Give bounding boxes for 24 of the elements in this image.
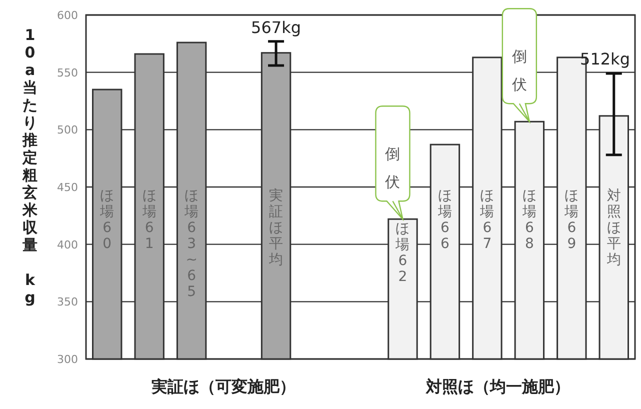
x-tick-label: ほ場67: [479, 188, 494, 252]
y-tick-label: 550: [57, 66, 78, 80]
y-tick-label: 500: [57, 124, 78, 137]
text: 10a当たり推定粗玄米収量 kg: [22, 26, 38, 306]
text: 実証ほ（可変施肥）: [150, 377, 296, 396]
x-tick-label: ほ場69: [564, 188, 579, 252]
y-tick-label: 600: [57, 9, 78, 22]
data-label: 567kg: [251, 18, 302, 37]
x-tick-label: ほ場60: [99, 188, 114, 252]
y-tick-label: 350: [57, 296, 78, 309]
x-tick-label: ほ場68: [521, 188, 536, 252]
x-tick-label: ほ場66: [436, 188, 452, 252]
annotation: 倒伏: [385, 145, 400, 192]
x-tick-label: ほ場62: [394, 221, 410, 286]
x-tick-label: ほ場61: [141, 188, 156, 252]
y-tick-label: 450: [57, 181, 78, 194]
data-label: 512kg: [580, 49, 630, 68]
y-tick-label: 300: [57, 353, 78, 366]
y-tick-label: 400: [57, 238, 78, 252]
x-tick-label: 対照ほ平均: [606, 188, 621, 268]
x-tick-label: 実証ほ平均: [268, 188, 284, 268]
x-tick-label: ほ場63~65: [184, 188, 199, 300]
annotation: 倒伏: [512, 48, 527, 94]
text: 対照ほ（均一施肥）: [424, 377, 570, 396]
